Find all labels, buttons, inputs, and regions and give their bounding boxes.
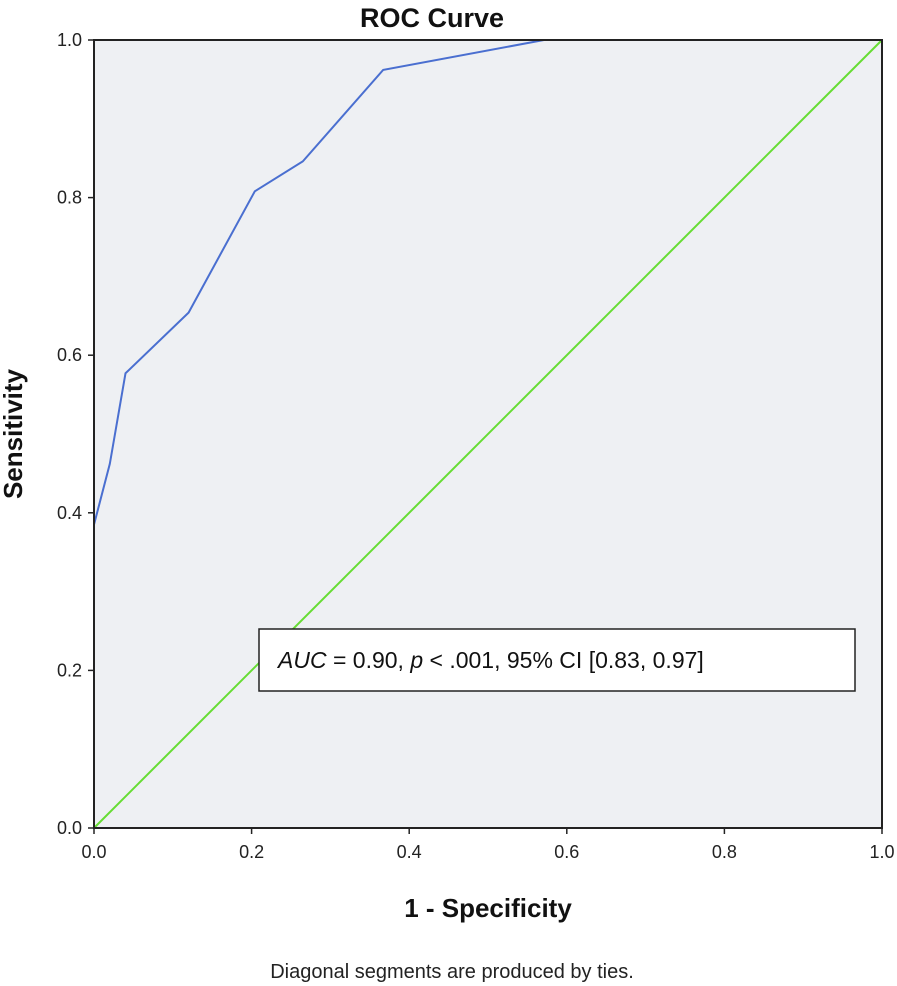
annotation-text: AUC = 0.90, p < .001, 95% CI [0.83, 0.97…	[276, 647, 704, 673]
y-tick-label: 0.8	[57, 188, 82, 208]
auc-value: = 0.90,	[327, 647, 411, 673]
y-tick-label: 0.6	[57, 345, 82, 365]
p-label: p	[409, 647, 423, 673]
auc-label: AUC	[276, 647, 327, 673]
y-axis-label: Sensitivity	[0, 368, 28, 499]
p-ci-value: < .001, 95% CI [0.83, 0.97]	[423, 647, 704, 673]
chart-title: ROC Curve	[360, 3, 504, 33]
footnote: Diagonal segments are produced by ties.	[270, 961, 634, 983]
reference-diagonal-line	[93, 39, 883, 829]
x-tick-label: 0.2	[239, 842, 264, 862]
y-tick-label: 0.2	[57, 660, 82, 680]
plot-frame	[93, 39, 883, 829]
x-tick-label: 0.8	[712, 842, 737, 862]
x-tick-label: 0.0	[81, 842, 106, 862]
x-axis-label: 1 - Specificity	[404, 893, 572, 923]
axis-ticks: 0.0 0.2 0.4 0.6 0.8 1.0 0.0 0.2 0.4 0.6 0.8 1.0	[57, 30, 895, 862]
annotation-frame	[258, 628, 856, 692]
y-tick-label: 0.4	[57, 503, 82, 523]
roc-curve-line	[93, 39, 882, 828]
x-tick-label: 0.4	[397, 842, 422, 862]
y-tick-label: 1.0	[57, 30, 82, 50]
annotation-box: AUC = 0.90, p < .001, 95% CI [0.83, 0.97…	[258, 628, 856, 692]
series-layer	[93, 39, 883, 829]
y-tick-label: 0.0	[57, 818, 82, 838]
x-tick-label: 1.0	[869, 842, 894, 862]
x-tick-label: 0.6	[554, 842, 579, 862]
